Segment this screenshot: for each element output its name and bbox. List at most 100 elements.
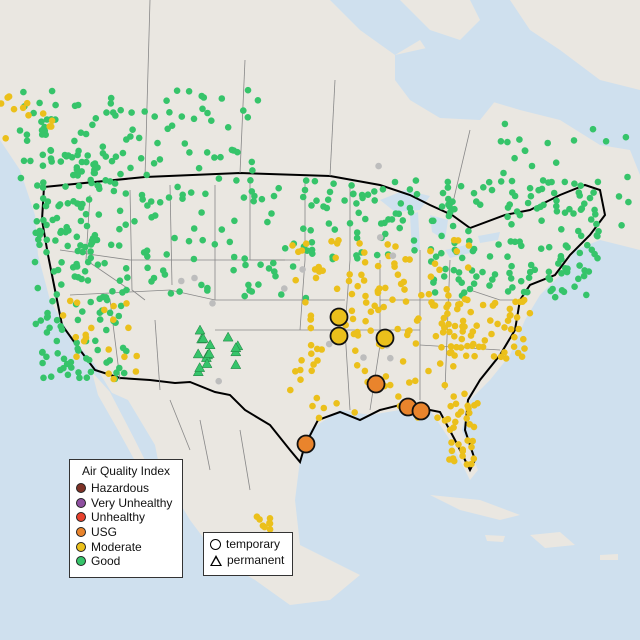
- monitor-dot: [455, 441, 462, 448]
- monitor-dot: [83, 374, 91, 382]
- monitor-dot: [354, 282, 362, 290]
- monitor-dot: [174, 183, 181, 191]
- monitor-dot: [520, 296, 528, 304]
- monitor-dot: [208, 117, 215, 124]
- us-outline: [40, 171, 607, 473]
- monitor-dot: [39, 195, 47, 202]
- monitor-dot: [479, 301, 487, 309]
- monitor-dot: [481, 337, 489, 344]
- monitor-dot: [299, 266, 306, 273]
- monitor-dot: [583, 291, 590, 299]
- monitor-dot: [510, 343, 518, 351]
- monitor-dot: [593, 220, 600, 228]
- monitor-dot: [176, 288, 183, 295]
- monitor-dot: [516, 238, 523, 245]
- monitor-dot: [412, 177, 420, 184]
- monitor-dot: [545, 268, 553, 276]
- monitor-dot: [127, 164, 134, 172]
- monitor-dot: [234, 148, 241, 156]
- monitor-dot: [353, 234, 361, 242]
- monitor-dot: [353, 200, 360, 207]
- monitor-dot: [36, 99, 43, 107]
- monitor-dot: [470, 245, 478, 253]
- monitor-dot: [558, 226, 565, 233]
- monitor-dot: [395, 393, 402, 400]
- monitor-dot: [43, 221, 50, 229]
- monitor-dot: [117, 302, 125, 310]
- monitor-dot: [349, 315, 357, 323]
- monitor-dot: [354, 332, 362, 339]
- monitor-dot: [309, 250, 316, 257]
- legend-item-usg: USG: [70, 525, 182, 540]
- monitor-dot: [247, 177, 254, 184]
- monitor-mississippi: [366, 374, 386, 394]
- monitor-dot: [367, 308, 375, 316]
- monitor-dot: [354, 254, 361, 262]
- monitor-dot: [411, 247, 418, 254]
- monitor-dot: [224, 124, 232, 131]
- monitor-dot: [116, 277, 124, 285]
- monitor-dot: [32, 320, 40, 328]
- monitor-dot: [49, 297, 56, 305]
- permanent-monitor-layer: [192, 324, 244, 376]
- monitor-dot: [470, 455, 478, 463]
- monitor-dot: [406, 379, 413, 386]
- state-border: [169, 184, 173, 286]
- monitor-dot: [215, 175, 223, 182]
- monitor-dot: [432, 253, 440, 260]
- monitor-dot: [324, 196, 332, 203]
- monitor-dot: [364, 191, 372, 198]
- monitor-dot: [281, 245, 289, 252]
- monitor-dot: [521, 147, 529, 154]
- monitor-dot: [58, 281, 65, 288]
- monitor-dot: [431, 260, 439, 268]
- monitor-dot: [128, 109, 135, 116]
- monitor-dot: [440, 273, 448, 280]
- monitor-dot: [504, 253, 511, 260]
- monitor-dot: [297, 366, 304, 374]
- monitor-dot: [233, 177, 240, 184]
- monitor-dot: [74, 151, 81, 159]
- monitor-dot: [373, 251, 381, 259]
- monitor-dot: [20, 88, 27, 96]
- monitor-dot: [0, 100, 5, 107]
- monitor-dot: [460, 289, 468, 296]
- monitor-dot: [39, 110, 47, 117]
- monitor-dot: [215, 377, 222, 385]
- monitor-dot: [275, 184, 283, 192]
- monitor-dot: [445, 292, 452, 299]
- monitor-dot: [470, 340, 477, 348]
- monitor-dot: [558, 270, 565, 277]
- monitor-dot: [62, 183, 69, 190]
- monitor-dot: [589, 125, 597, 133]
- monitor-dot: [307, 324, 315, 332]
- monitor-dot: [561, 209, 569, 216]
- monitor-dot: [464, 342, 471, 350]
- monitor-dot: [507, 275, 515, 282]
- monitor-dot: [307, 227, 315, 234]
- monitor-dot: [376, 234, 384, 241]
- monitor-dot: [70, 198, 77, 205]
- triangle-icon: [210, 554, 222, 566]
- monitor-dot: [122, 221, 129, 228]
- monitor-dot: [457, 408, 465, 416]
- mexico-border: [169, 399, 191, 451]
- monitor-dot: [448, 447, 456, 455]
- monitor-dot: [31, 258, 39, 266]
- monitor-dot: [81, 268, 89, 275]
- monitor-dot: [348, 182, 355, 189]
- monitor-dot: [137, 155, 145, 162]
- monitor-dot: [473, 198, 480, 205]
- monitor-dot: [255, 281, 262, 288]
- monitor-dot: [74, 316, 82, 324]
- monitor-dot: [507, 326, 515, 333]
- monitor-dot: [74, 101, 82, 109]
- monitor-dot: [352, 347, 359, 355]
- monitor-dot: [469, 328, 477, 335]
- monitor-dot: [40, 374, 47, 382]
- monitor-dot: [515, 325, 522, 333]
- monitor-dot: [310, 361, 317, 368]
- legend-swatch-icon: [76, 497, 86, 508]
- state-border: [69, 289, 345, 301]
- monitor-dot: [526, 184, 534, 192]
